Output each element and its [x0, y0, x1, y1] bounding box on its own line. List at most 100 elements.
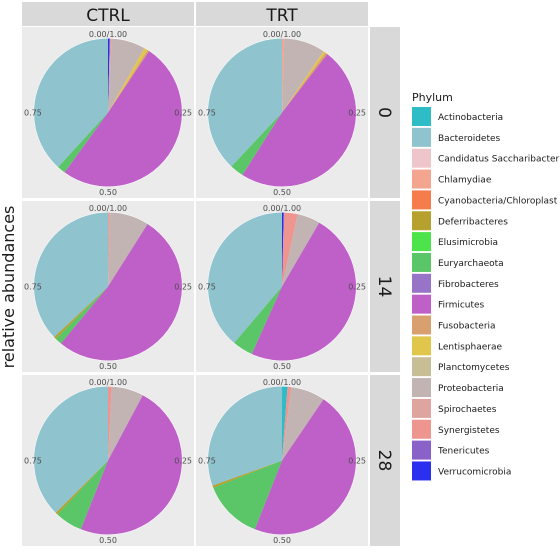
legend-key-proteobacteria	[412, 378, 431, 398]
slice-bacteroidetes	[34, 212, 108, 338]
legend-title: Phylum	[412, 91, 453, 104]
slice-euryarchaeota	[57, 460, 108, 530]
facet-panels: 0.00/1.000.250.500.750.00/1.000.250.500.…	[22, 27, 368, 546]
legend-label: Deferribacteres	[438, 217, 508, 227]
legend-key-fusobacteria	[412, 315, 431, 335]
angle-tick-label: 0.75	[198, 109, 216, 118]
legend-label: Fibrobacteres	[438, 280, 499, 290]
legend-label: Spirochaetes	[438, 405, 497, 415]
legend-key-deferribacteres	[412, 211, 431, 231]
angle-tick-label: 0.25	[348, 457, 366, 466]
slice-bacteroidetes	[33, 386, 108, 513]
strip-row-28	[370, 375, 400, 546]
slice-fusobacteria	[282, 52, 328, 113]
slice-proteobacteria	[108, 212, 148, 287]
strip-label-row-28: 28	[374, 450, 394, 472]
legend-key-synergistetes	[412, 419, 431, 439]
legend-key-spirochaetes	[412, 398, 431, 418]
legend-key-fibrobacteres	[412, 273, 431, 293]
legend-label: Chlamydiae	[438, 176, 492, 186]
angle-tick-label: 0.75	[24, 283, 42, 292]
angle-tick-label: 0.50	[99, 362, 117, 371]
angle-tick-label: 0.50	[273, 188, 291, 197]
slice-fusobacteria	[108, 50, 150, 113]
slice-bacteroidetes	[34, 38, 109, 168]
panel-trt-28: 0.00/1.00 0.25 0.50 0.75	[196, 375, 368, 546]
facet-strips: CTRL TRT 0 14 28	[22, 2, 400, 546]
angle-tick-label: 0.25	[348, 109, 366, 118]
legend-label: Cyanobacteria/Chloroplast	[438, 196, 558, 206]
angle-tick-label: 0.50	[273, 536, 291, 545]
legend-label: Actinobacteria	[438, 113, 503, 123]
angle-tick-label: 0.25	[174, 109, 192, 118]
slice-firmicutes	[254, 399, 356, 535]
legend-key-tenericutes	[412, 440, 431, 460]
angle-tick-label: 0.75	[198, 457, 216, 466]
slice-proteobacteria	[282, 214, 320, 287]
slice-spirochaetes	[108, 212, 111, 287]
legend-label: Synergistetes	[438, 426, 500, 436]
slice-firmicutes	[242, 54, 357, 187]
legend-key-actinobacteria	[412, 107, 431, 126]
angle-tick-label: 0.25	[174, 283, 192, 292]
legend-label: Bacteroidetes	[438, 134, 501, 144]
panel-trt-0: 0.00/1.00 0.25 0.50 0.75	[196, 27, 368, 198]
angle-tick-label: 0.00/1.00	[89, 30, 127, 39]
legend-key-chlamydiae	[412, 169, 431, 189]
panel-trt-14: 0.00/1.00 0.25 0.50 0.75	[196, 201, 368, 372]
legend-key-elusimicrobia	[412, 232, 431, 252]
slice-euryarchaeota	[58, 112, 108, 173]
strip-label-row-14: 14	[374, 276, 394, 298]
legend-label: Tenericutes	[437, 447, 490, 457]
strip-ctrl	[22, 2, 194, 26]
legend-label: Elusimicrobia	[438, 238, 498, 248]
legend-label: Verrucomicrobia	[438, 467, 511, 477]
slice-euryarchaeota	[234, 286, 282, 355]
strip-label-trt: TRT	[265, 6, 298, 26]
slice-deferribacteres	[54, 286, 108, 339]
angle-tick-label: 0.75	[24, 457, 42, 466]
legend-key-planctomycetes	[412, 357, 431, 377]
legend-label: Candidatus Saccharibacteria	[438, 155, 560, 165]
panel-ctrl-0: 0.00/1.00 0.25 0.50 0.75	[22, 27, 194, 198]
slice-deferribacteres	[55, 460, 108, 515]
angle-tick-label: 0.25	[174, 457, 192, 466]
legend-key-bacteroidetes	[412, 127, 431, 147]
slice-deferribacteres	[212, 460, 282, 488]
legend-key-cyanobacteria-chloroplast	[412, 190, 431, 210]
strip-trt	[196, 2, 368, 26]
slice-firmicutes	[251, 222, 357, 361]
slice-verrucomicrobia	[108, 38, 110, 113]
angle-tick-label: 0.75	[24, 109, 42, 118]
slice-proteobacteria	[108, 38, 145, 113]
angle-tick-label: 0.50	[99, 536, 117, 545]
slice-bacteroidetes	[208, 212, 282, 343]
angle-tick-label: 0.50	[99, 188, 117, 197]
angle-tick-label: 0.25	[348, 283, 366, 292]
legend-label: Euryarchaeota	[438, 259, 504, 269]
slice-proteobacteria	[108, 386, 143, 461]
legend-label: Lentisphaerae	[438, 342, 503, 352]
strip-row-0	[370, 27, 400, 198]
angle-tick-label: 0.75	[198, 283, 216, 292]
legend-label: Proteobacteria	[438, 384, 504, 394]
slice-euryarchaeota	[213, 460, 282, 530]
angle-tick-label: 0.00/1.00	[89, 378, 127, 387]
legend-key-candidatus-saccharibacteria	[412, 148, 431, 168]
angle-tick-label: 0.00/1.00	[263, 204, 301, 213]
slice-firmicutes	[60, 224, 182, 361]
legend: Phylum Actinobacteria Bacteroidetes Candid…	[412, 91, 560, 481]
slice-spirochaetes	[108, 38, 112, 113]
panel-ctrl-28: 0.00/1.00 0.25 0.50 0.75	[22, 375, 194, 546]
angle-tick-label: 0.50	[273, 362, 291, 371]
angle-tick-label: 0.00/1.00	[263, 30, 301, 39]
slice-lentisphaerae	[108, 48, 148, 113]
legend-key-firmicutes	[412, 294, 431, 314]
angle-tick-label: 0.00/1.00	[263, 378, 301, 387]
slice-chlamydiae	[282, 38, 285, 113]
angle-tick-label: 0.00/1.00	[89, 204, 127, 213]
legend-label: Planctomycetes	[438, 363, 510, 373]
slice-bacteroidetes	[208, 38, 282, 167]
legend-key-lentisphaerae	[412, 336, 431, 356]
